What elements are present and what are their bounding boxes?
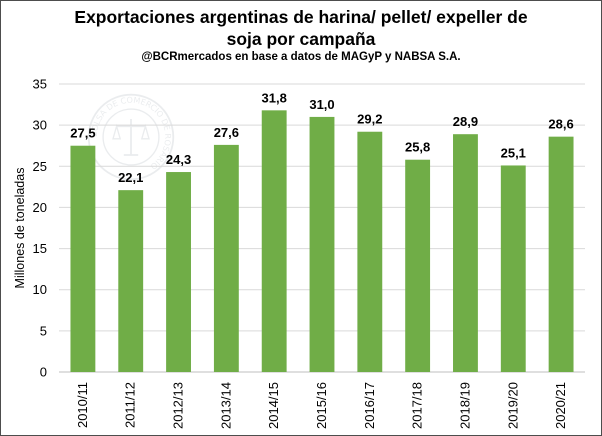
bar <box>309 116 335 373</box>
chart-title-line-2: soja por campaña <box>226 29 376 49</box>
x-tick-label: 2019/20 <box>505 382 520 429</box>
data-label: 31,0 <box>309 97 334 112</box>
bar <box>213 144 239 372</box>
bar <box>500 165 526 372</box>
y-tick-label: 25 <box>33 159 47 174</box>
x-tick-label: 2011/12 <box>123 382 138 428</box>
x-tick-label: 2014/15 <box>266 382 281 429</box>
bar <box>166 172 191 372</box>
bar <box>548 136 574 372</box>
bar <box>405 159 431 372</box>
data-label: 24,3 <box>166 152 191 167</box>
bar <box>118 190 144 372</box>
y-axis-title: Millones de toneladas <box>13 168 27 289</box>
bar <box>70 145 96 372</box>
data-label: 25,1 <box>501 145 526 160</box>
data-label: 22,1 <box>118 170 143 185</box>
y-tick-label: 15 <box>33 241 47 256</box>
data-label: 29,2 <box>357 112 382 127</box>
chart-subtitle: @BCRmercados en base a datos de MAGyP y … <box>141 51 461 63</box>
bar <box>453 134 478 372</box>
y-tick-label: 20 <box>33 200 47 215</box>
chart-title: Exportaciones argentinas de harina/ pell… <box>0 6 602 50</box>
data-label: 28,9 <box>453 114 478 129</box>
x-tick-label: 2020/21 <box>553 382 568 429</box>
y-tick-label: 35 <box>33 77 47 92</box>
data-label: 28,6 <box>548 117 573 132</box>
bar <box>261 110 287 373</box>
y-tick-label: 5 <box>40 323 47 338</box>
watermark-seal-icon: BOLSA DE COMERCIO DE ROSARIO <box>87 93 175 181</box>
x-tick-label: 2017/18 <box>410 382 425 429</box>
data-label: 31,8 <box>262 90 287 105</box>
data-label: 27,5 <box>70 126 95 141</box>
x-tick-label: 2016/17 <box>362 382 377 429</box>
data-label: 27,6 <box>214 125 239 140</box>
bar <box>357 131 383 372</box>
x-tick-label: 2012/13 <box>171 382 186 429</box>
x-tick-label: 2015/16 <box>314 382 329 429</box>
y-tick-label: 30 <box>33 118 47 133</box>
x-tick-label: 2018/19 <box>457 382 472 429</box>
data-label: 25,8 <box>405 140 430 155</box>
y-tick-label: 0 <box>40 365 47 380</box>
x-tick-label: 2013/14 <box>218 382 233 429</box>
x-tick-label: 2010/11 <box>75 382 90 428</box>
chart-title-line-1: Exportaciones argentinas de harina/ pell… <box>74 7 528 27</box>
y-tick-label: 10 <box>33 282 47 297</box>
